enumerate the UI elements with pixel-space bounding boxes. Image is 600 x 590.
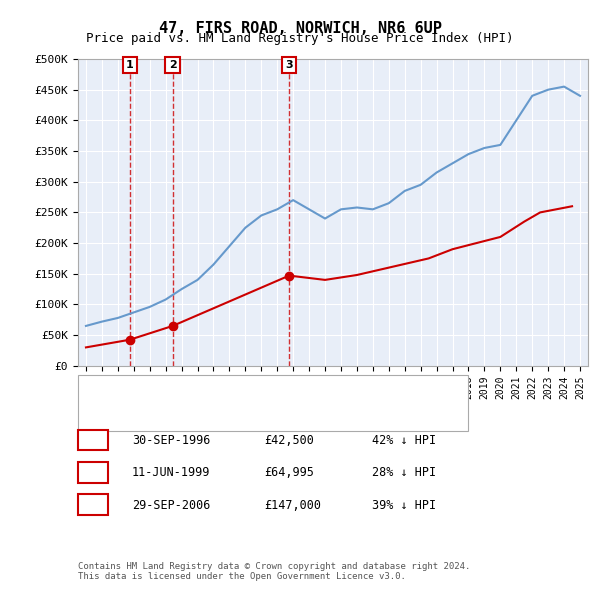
Text: 39% ↓ HPI: 39% ↓ HPI	[372, 499, 436, 512]
Text: 2: 2	[169, 60, 176, 70]
Text: 47, FIRS ROAD, NORWICH, NR6 6UP (detached house): 47, FIRS ROAD, NORWICH, NR6 6UP (detache…	[129, 384, 429, 394]
Text: £42,500: £42,500	[264, 434, 314, 447]
Text: Contains HM Land Registry data © Crown copyright and database right 2024.
This d: Contains HM Land Registry data © Crown c…	[78, 562, 470, 581]
Text: 2: 2	[89, 466, 97, 479]
Text: 47, FIRS ROAD, NORWICH, NR6 6UP: 47, FIRS ROAD, NORWICH, NR6 6UP	[158, 21, 442, 35]
Text: Price paid vs. HM Land Registry's House Price Index (HPI): Price paid vs. HM Land Registry's House …	[86, 32, 514, 45]
Text: 3: 3	[286, 60, 293, 70]
Text: 28% ↓ HPI: 28% ↓ HPI	[372, 466, 436, 479]
Text: 29-SEP-2006: 29-SEP-2006	[132, 499, 211, 512]
Text: 3: 3	[89, 499, 97, 512]
Text: 30-SEP-1996: 30-SEP-1996	[132, 434, 211, 447]
Text: 1: 1	[126, 60, 134, 70]
Text: 11-JUN-1999: 11-JUN-1999	[132, 466, 211, 479]
Text: ────: ────	[90, 409, 124, 424]
Text: 1: 1	[89, 434, 97, 447]
Text: 42% ↓ HPI: 42% ↓ HPI	[372, 434, 436, 447]
Text: HPI: Average price, detached house, Broadland: HPI: Average price, detached house, Broa…	[129, 412, 410, 422]
Text: £147,000: £147,000	[264, 499, 321, 512]
Text: £64,995: £64,995	[264, 466, 314, 479]
Text: ────: ────	[90, 382, 124, 396]
